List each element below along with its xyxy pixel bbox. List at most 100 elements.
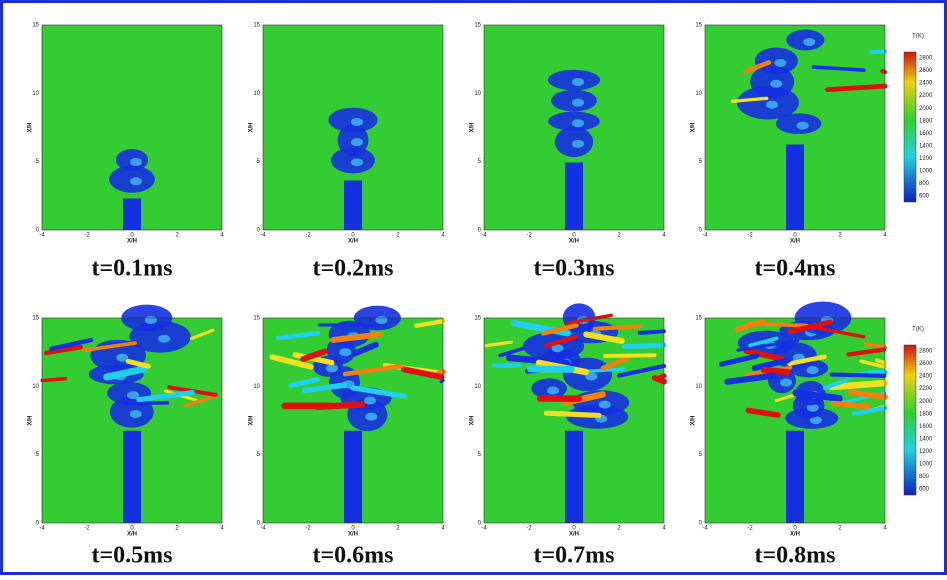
jet-stem <box>344 181 362 231</box>
colorbar-label: 2400 <box>919 374 933 380</box>
streak <box>595 326 640 329</box>
streak <box>546 413 599 415</box>
colorbar-label: 2400 <box>919 81 933 87</box>
jet-stem <box>565 431 583 523</box>
vortex-edge <box>351 118 363 126</box>
y-tick-label: 15 <box>32 316 39 322</box>
vortex-edge <box>803 38 815 46</box>
x-tick-label: -2 <box>84 233 90 239</box>
colorbar-label: 1800 <box>919 411 933 417</box>
panel-caption: t=0.5ms <box>92 543 173 569</box>
panel-caption: t=0.4ms <box>755 256 836 282</box>
x-tick-label: -2 <box>526 526 532 532</box>
colorbar-label: 800 <box>919 474 930 480</box>
jet-stem <box>786 431 804 523</box>
y-tick-label: 15 <box>253 316 260 322</box>
x-tick-label: -4 <box>702 526 708 532</box>
colorbar-label: 1400 <box>919 436 933 442</box>
x-axis-label: X/H <box>348 532 358 538</box>
streak <box>42 379 65 381</box>
streak <box>832 375 885 376</box>
colorbar-label: 1800 <box>919 118 933 124</box>
colorbar-label: 600 <box>919 487 930 493</box>
colorbar-label: 1000 <box>919 168 933 174</box>
jet-stem <box>123 431 141 523</box>
vortex-edge <box>130 158 142 166</box>
streak <box>625 345 664 346</box>
x-axis-label: X/H <box>348 239 358 245</box>
colorbar-label: 600 <box>919 194 930 200</box>
y-tick-label: 15 <box>32 23 39 29</box>
vortex-edge <box>351 158 363 166</box>
vortex-edge <box>806 366 818 374</box>
y-axis-label: X/H <box>470 122 476 132</box>
y-axis-label: X/H <box>28 415 34 425</box>
x-axis-label: X/H <box>790 532 800 538</box>
x-axis-label: X/H <box>127 239 137 245</box>
colorbar-title: T(K) <box>912 327 924 333</box>
panel-caption: t=0.1ms <box>92 256 173 282</box>
y-tick-label: 15 <box>695 23 702 29</box>
panel-caption: t=0.2ms <box>313 256 394 282</box>
vortex-edge <box>326 364 338 372</box>
colorbar-label: 1600 <box>919 424 933 430</box>
x-tick-label: -2 <box>84 526 90 532</box>
vortex-edge <box>774 59 786 67</box>
colorbar-label: 1200 <box>919 449 933 455</box>
y-tick-label: 10 <box>253 384 260 390</box>
y-tick-label: 10 <box>474 91 481 97</box>
vortex-edge <box>572 119 584 127</box>
vortex-edge <box>572 78 584 86</box>
x-tick-label: -4 <box>481 233 487 239</box>
vortex-edge <box>130 177 142 185</box>
y-axis-label: X/H <box>249 122 255 132</box>
streak <box>124 403 167 404</box>
colorbar-label: 1000 <box>919 461 933 467</box>
colorbar-label: 2200 <box>919 386 933 392</box>
colorbar-label: 2000 <box>919 106 933 112</box>
y-tick-label: 10 <box>32 91 39 97</box>
streak <box>640 331 664 333</box>
y-tick-label: 10 <box>32 384 39 390</box>
y-axis-label: X/H <box>691 122 697 132</box>
y-tick-label: 10 <box>695 91 702 97</box>
jet-stem <box>786 145 804 231</box>
x-tick-label: -2 <box>747 526 753 532</box>
jet-stem <box>344 431 362 523</box>
colorbar-label: 2000 <box>919 399 933 405</box>
y-tick-label: 15 <box>474 316 481 322</box>
vortex-edge <box>351 138 363 146</box>
y-tick-label: 15 <box>253 23 260 29</box>
vortex-edge <box>375 316 387 324</box>
y-tick-label: 10 <box>695 384 702 390</box>
y-tick-label: 10 <box>474 384 481 390</box>
x-tick-label: -4 <box>39 233 45 239</box>
vortex-edge <box>130 410 142 418</box>
vortex-edge <box>339 348 351 356</box>
y-tick-label: 15 <box>474 23 481 29</box>
streak <box>833 403 867 406</box>
vortex-edge <box>780 379 792 387</box>
x-tick-label: -2 <box>747 233 753 239</box>
streak <box>882 71 885 72</box>
vortex-edge <box>547 386 559 394</box>
colorbar-label: 1400 <box>919 143 933 149</box>
streak <box>877 360 885 363</box>
y-axis-label: X/H <box>249 415 255 425</box>
streak <box>318 405 362 407</box>
vortex-edge <box>572 140 584 148</box>
y-axis-label: X/H <box>28 122 34 132</box>
vortex-edge <box>797 122 809 130</box>
streak <box>530 369 571 370</box>
x-tick-label: -4 <box>702 233 708 239</box>
vortex-edge <box>158 335 170 343</box>
x-tick-label: -2 <box>305 233 311 239</box>
colorbar-label: 800 <box>919 181 930 187</box>
vortex-edge <box>364 397 376 405</box>
colorbar <box>904 52 916 202</box>
colorbar-label: 2600 <box>919 68 933 74</box>
y-axis-label: X/H <box>691 415 697 425</box>
streak <box>872 51 885 52</box>
colorbar-title: T(K) <box>912 34 924 40</box>
vortex-edge <box>365 413 377 421</box>
